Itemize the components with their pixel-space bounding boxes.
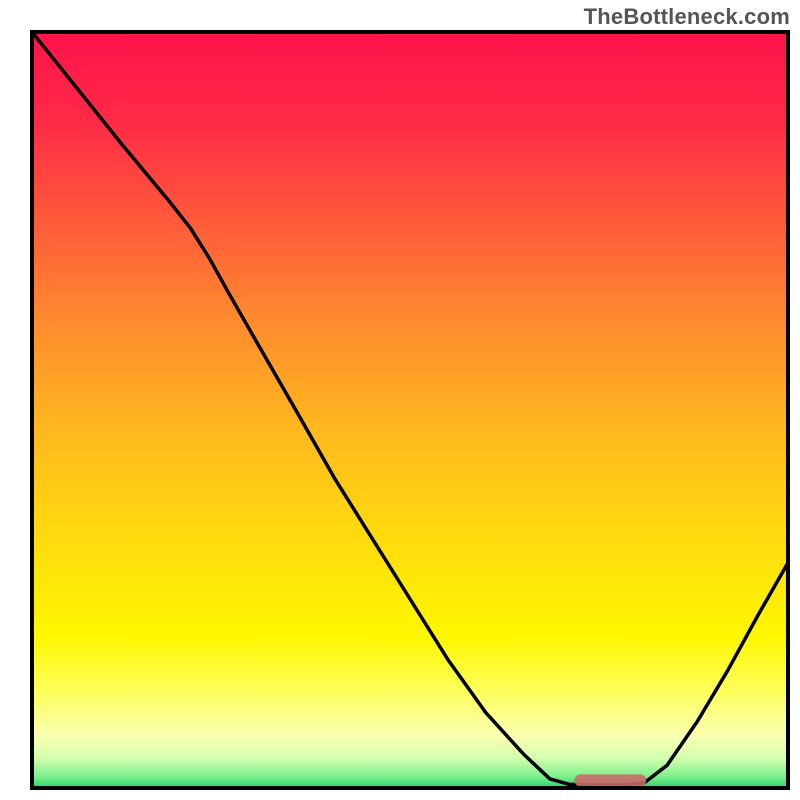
- watermark-text: TheBottleneck.com: [584, 4, 790, 30]
- chart-stage: TheBottleneck.com: [0, 0, 800, 800]
- optimal-marker: [574, 774, 646, 786]
- bottleneck-chart: [0, 0, 800, 800]
- gradient-background: [32, 32, 788, 788]
